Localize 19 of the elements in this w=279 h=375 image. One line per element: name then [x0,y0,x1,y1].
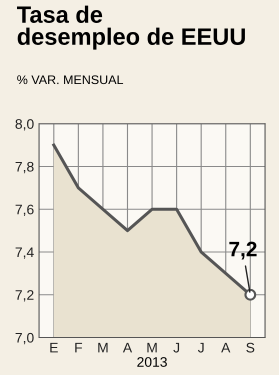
y-tick-label: 7,4 [16,247,34,259]
chart-subtitle: % VAR. MENSUAL [17,75,124,84]
y-tick-label: 8,0 [15,119,34,131]
y-tick-label: 7,0 [16,332,34,344]
x-tick-label: E [50,342,58,352]
annotation: 7,2 [229,242,257,260]
y-tick-label: 7,8 [16,162,34,174]
y-tick-label: 7,2 [16,290,34,302]
chart-title: Tasa de desempleo de EEUU [17,6,245,50]
y-tick-label: 7,6 [16,204,34,216]
x-tick-label: M [147,342,157,352]
x-tick-label: A [221,342,230,352]
x-tick-label: J [198,342,204,353]
x-axis-title: 2013 [137,357,167,367]
x-tick-label: S [246,342,254,353]
x-tick-label: M [98,342,108,352]
x-tick-label: A [122,342,132,352]
x-tick-label: J [173,342,180,353]
x-tick-label: F [75,342,82,352]
